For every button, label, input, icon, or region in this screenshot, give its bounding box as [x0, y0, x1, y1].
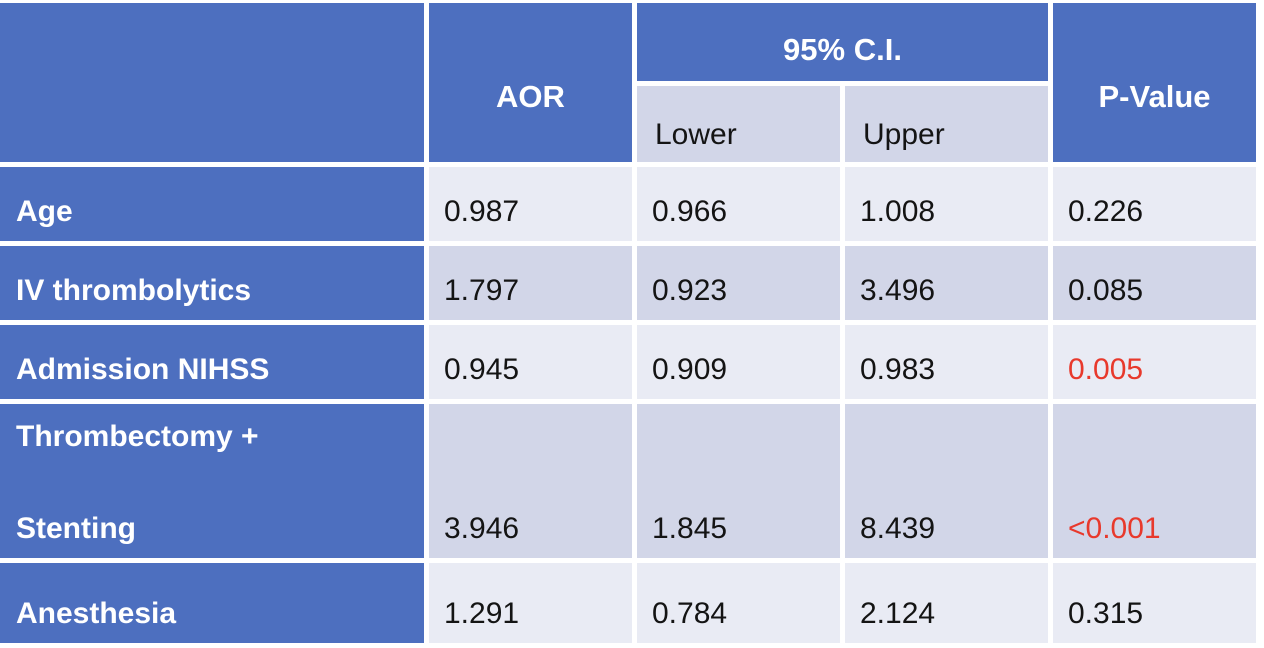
- row-label: Admission NIHSS: [0, 325, 424, 399]
- p-value: 0.085: [1053, 246, 1256, 320]
- ci-upper-value: 8.439: [845, 404, 1048, 558]
- results-table-body: Age 0.987 0.966 1.008 0.226 IV thrombolytics 1…: [0, 167, 1256, 643]
- row-label-line: Anesthesia: [16, 597, 177, 630]
- row-label: Anesthesia: [0, 563, 424, 643]
- p-value: 0.005: [1053, 325, 1256, 399]
- header-row-top: AOR 95% C.I. P-Value: [0, 3, 1256, 162]
- row-label-line: Age: [16, 195, 73, 228]
- row-label-line: Thrombectomy +: [16, 420, 259, 453]
- row-label: Thrombectomy + Stenting: [0, 404, 424, 558]
- column-header-aor: AOR: [429, 3, 632, 162]
- aor-value: 0.945: [429, 325, 632, 399]
- row-label-line: Admission NIHSS: [16, 353, 270, 386]
- row-label-line: IV thrombolytics: [16, 274, 252, 307]
- ci-lower-value: 0.784: [637, 563, 840, 643]
- ci-upper-value: 1.008: [845, 167, 1048, 241]
- table-header: AOR 95% C.I. P-Value Lower Upper: [0, 3, 1256, 162]
- ci-lower-value: 0.966: [637, 167, 840, 241]
- header-row-sub: Lower Upper: [0, 86, 1256, 162]
- table-row-anesthesia: Anesthesia 1.291 0.784 2.124 0.315: [0, 563, 1256, 643]
- ci-lower-value: 1.845: [637, 404, 840, 558]
- ci-upper-value: 0.983: [845, 325, 1048, 399]
- column-header-ci-upper: Upper: [845, 86, 1048, 162]
- column-header-ci-lower: Lower: [637, 86, 840, 162]
- aor-value: 1.797: [429, 246, 632, 320]
- ci-lower-value: 0.909: [637, 325, 840, 399]
- p-value: <0.001: [1053, 404, 1256, 558]
- column-header-pvalue: P-Value: [1053, 3, 1256, 162]
- table-row-age: Age 0.987 0.966 1.008 0.226: [0, 167, 1256, 241]
- p-value: 0.315: [1053, 563, 1256, 643]
- table-row-iv-thrombolytics: IV thrombolytics 1.797 0.923 3.496 0.085: [0, 246, 1256, 320]
- column-header-ci-group: 95% C.I.: [637, 3, 1048, 81]
- aor-value: 3.946: [429, 404, 632, 558]
- corner-header-cell: [0, 3, 424, 162]
- table-row-thrombectomy-stenting: Thrombectomy + Stenting 3.946 1.845 8.439 <0.…: [0, 404, 1256, 558]
- ci-upper-value: 2.124: [845, 563, 1048, 643]
- table-row-admission-nihss: Admission NIHSS 0.945 0.909 0.983 0.005: [0, 325, 1256, 399]
- row-label-line: Stenting: [16, 512, 136, 545]
- aor-value: 0.987: [429, 167, 632, 241]
- ci-upper-value: 3.496: [845, 246, 1048, 320]
- row-label: IV thrombolytics: [0, 246, 424, 320]
- p-value: 0.226: [1053, 167, 1256, 241]
- aor-value: 1.291: [429, 563, 632, 643]
- ci-lower-value: 0.923: [637, 246, 840, 320]
- row-label: Age: [0, 167, 424, 241]
